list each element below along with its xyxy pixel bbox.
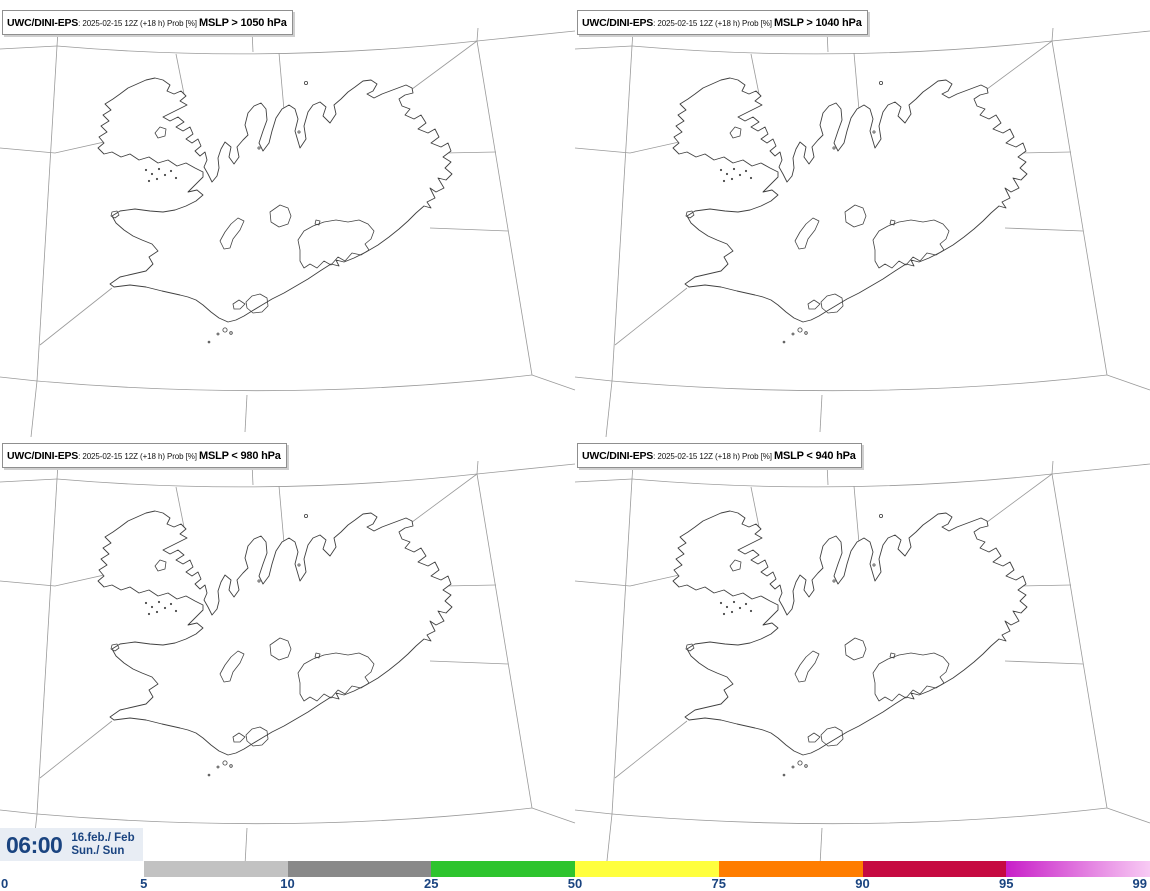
panel-title: UWC/DINI-EPS: 2025-02-15 12Z (+18 h) Pro…: [577, 443, 862, 468]
colorbar-segment-10-25: [287, 861, 432, 877]
colorbar-segment-50-75: [575, 861, 719, 877]
panel-title: UWC/DINI-EPS: 2025-02-15 12Z (+18 h) Pro…: [2, 10, 293, 35]
run-info: : 2025-02-15 12Z (+18 h) Prob [%]: [78, 19, 200, 28]
valid-time-box: 06:00 16.feb./ Feb Sun./ Sun: [0, 828, 143, 862]
valid-date: 16.feb./ Feb Sun./ Sun: [71, 832, 134, 858]
valid-date-line1: 16.feb./ Feb: [71, 832, 135, 844]
map-panel-mslp-lt-940: UWC/DINI-EPS: 2025-02-15 12Z (+18 h) Pro…: [574, 433, 1150, 871]
panel-title: UWC/DINI-EPS: 2025-02-15 12Z (+18 h) Pro…: [2, 443, 287, 468]
product-name: UWC/DINI-EPS: [582, 17, 654, 29]
map-panel-mslp-gt-1050: UWC/DINI-EPS: 2025-02-15 12Z (+18 h) Pro…: [0, 0, 576, 438]
colorbar-segment-90-95: [862, 861, 1007, 877]
colorbar-segment-25-50: [431, 861, 575, 877]
colorbar-tick-50: 50: [567, 876, 583, 891]
colorbar-tick-10: 10: [280, 876, 295, 891]
product-name: UWC/DINI-EPS: [7, 17, 79, 29]
colorbar-segment-75-90: [718, 861, 863, 877]
colorbar-tick-labels: 0 5 10 25 50 75 90 95 99: [0, 876, 1150, 891]
colorbar-segment-0-5: [0, 861, 144, 877]
colorbar-tick-5: 5: [140, 876, 148, 891]
run-info: : 2025-02-15 12Z (+18 h) Prob [%]: [78, 452, 200, 461]
colorbar-tick-75: 75: [711, 876, 726, 891]
product-name: UWC/DINI-EPS: [7, 450, 79, 462]
panel-title: UWC/DINI-EPS: 2025-02-15 12Z (+18 h) Pro…: [577, 10, 868, 35]
run-info: : 2025-02-15 12Z (+18 h) Prob [%]: [653, 19, 775, 28]
colorbar-segment-5-10: [143, 861, 288, 877]
valid-time: 06:00: [6, 831, 63, 858]
map-panel-mslp-gt-1040: UWC/DINI-EPS: 2025-02-15 12Z (+18 h) Pro…: [574, 0, 1150, 438]
iceland-map: [574, 460, 1150, 871]
threshold-label: MSLP < 940 hPa: [774, 450, 856, 462]
threshold-label: MSLP < 980 hPa: [199, 450, 281, 462]
threshold-label: MSLP > 1050 hPa: [199, 17, 287, 29]
colorbar-tick-25: 25: [424, 876, 439, 891]
threshold-label: MSLP > 1040 hPa: [774, 17, 862, 29]
probability-colorbar: [0, 861, 1150, 877]
map-panel-mslp-lt-980: UWC/DINI-EPS: 2025-02-15 12Z (+18 h) Pro…: [0, 433, 576, 871]
colorbar-tick-99: 99: [1132, 876, 1147, 891]
iceland-map: [0, 460, 576, 871]
iceland-map: [0, 27, 576, 438]
colorbar-tick-95: 95: [999, 876, 1014, 891]
colorbar-tick-90: 90: [855, 876, 870, 891]
valid-date-line2: Sun./ Sun: [71, 845, 125, 857]
colorbar-tick-0: 0: [1, 876, 9, 891]
iceland-map: [574, 27, 1150, 438]
product-name: UWC/DINI-EPS: [582, 450, 654, 462]
colorbar-segment-95-99: [1006, 861, 1150, 877]
run-info: : 2025-02-15 12Z (+18 h) Prob [%]: [653, 452, 775, 461]
